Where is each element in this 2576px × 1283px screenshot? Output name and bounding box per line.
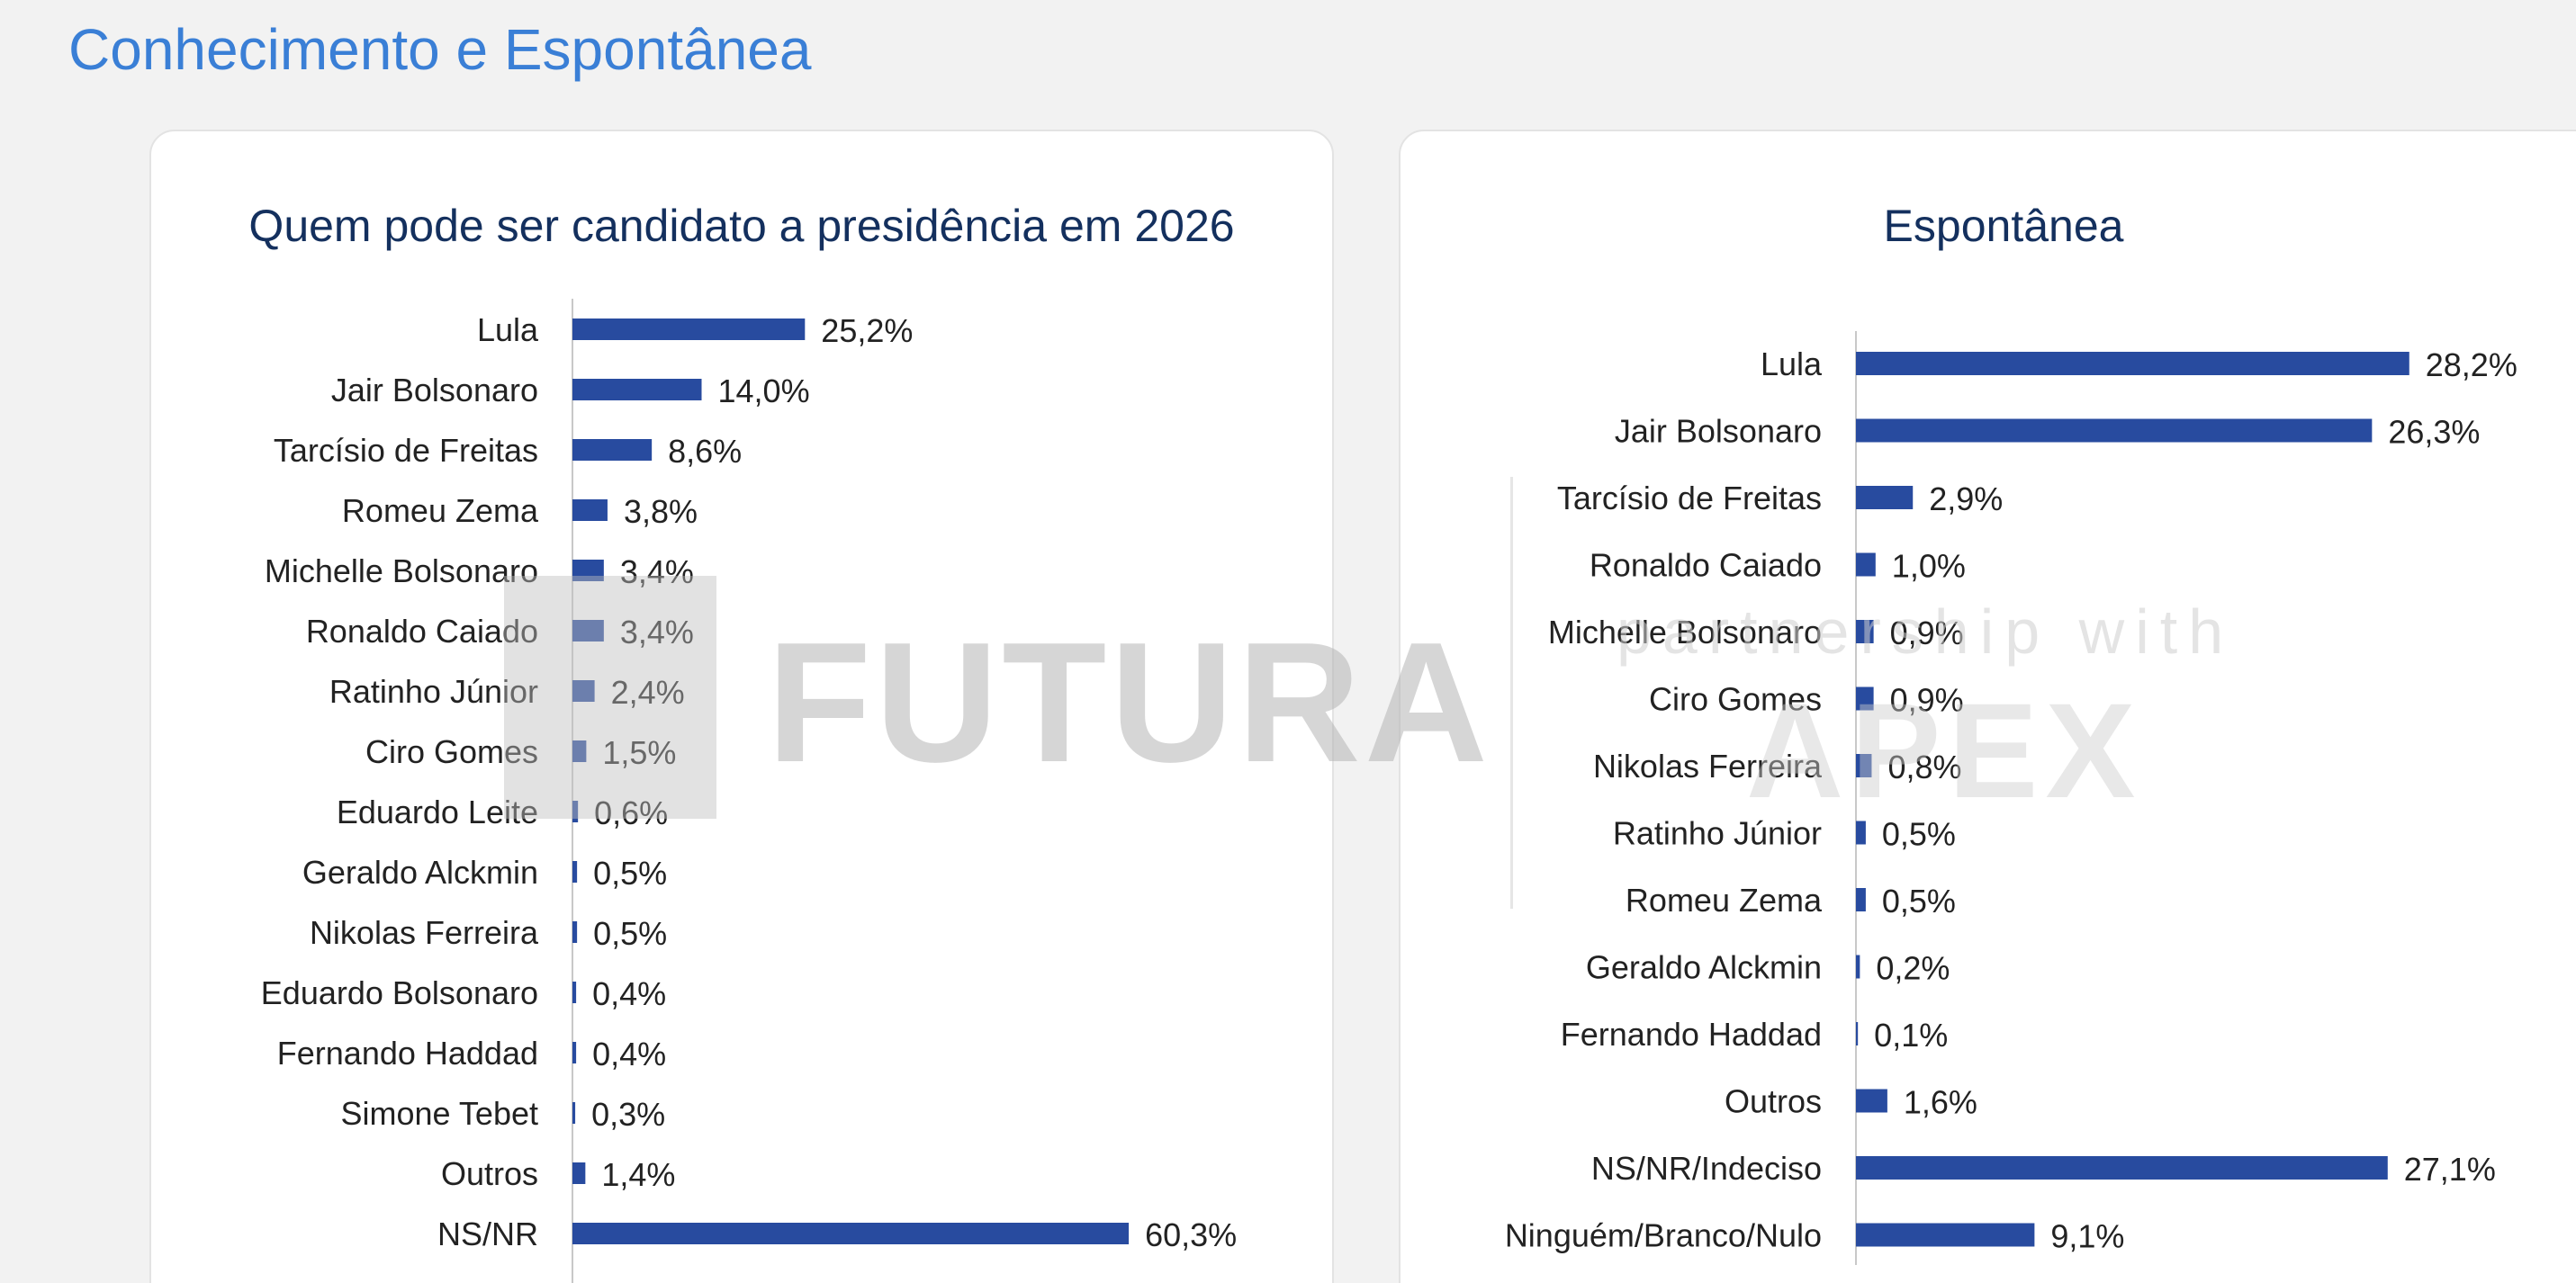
bar — [1856, 620, 1874, 643]
category-label: Fernando Haddad — [1561, 1016, 1822, 1053]
data-label: 2,9% — [1929, 480, 2003, 517]
data-label: 26,3% — [2388, 414, 2480, 451]
category-label: Jair Bolsonaro — [1615, 413, 1822, 450]
bar — [1856, 754, 1872, 777]
category-label: Nikolas Ferreira — [310, 914, 539, 951]
data-label: 2,4% — [611, 674, 685, 711]
category-label: Ronaldo Caiado — [306, 613, 538, 650]
bar — [572, 560, 604, 581]
data-label: 0,9% — [1890, 682, 1964, 719]
bar — [572, 740, 587, 762]
bar — [572, 439, 653, 461]
chart-card-candidates: Quem pode ser candidato a presidência em… — [149, 130, 1334, 1283]
data-label: 1,5% — [602, 734, 676, 771]
bar — [1856, 552, 1876, 577]
bar — [1856, 486, 1914, 509]
category-label: Outros — [441, 1155, 538, 1192]
chart-card-spontaneous: Espontânea Lula 28,2% Jair Bolsonaro 26,3% T… — [1399, 130, 2576, 1283]
data-label: 1,4% — [601, 1156, 675, 1193]
category-label: Lula — [1761, 345, 1823, 382]
bar — [572, 379, 702, 400]
bar — [1856, 1156, 2388, 1180]
data-label: 0,5% — [1882, 883, 1956, 920]
data-label: 1,0% — [1892, 548, 1966, 585]
bar — [1856, 1022, 1859, 1045]
bar — [572, 620, 604, 642]
bar — [572, 1223, 1130, 1244]
data-label: 8,6% — [668, 433, 742, 470]
data-label: 0,1% — [1874, 1017, 1948, 1054]
data-label: 0,2% — [1876, 950, 1950, 987]
data-label: 0,5% — [593, 855, 667, 892]
category-label: Outros — [1725, 1083, 1822, 1120]
category-label: Tarcísio de Freitas — [1557, 480, 1822, 516]
data-label: 3,4% — [620, 614, 694, 650]
bar — [572, 319, 806, 340]
bar — [572, 680, 595, 702]
category-label: Ninguém/Branco/Nulo — [1505, 1217, 1822, 1254]
bar — [1856, 352, 2409, 375]
category-label: Ronaldo Caiado — [1590, 547, 1822, 584]
category-label: Ciro Gomes — [365, 733, 538, 770]
category-label: Tarcísio de Freitas — [274, 432, 538, 469]
bar — [1856, 686, 1874, 711]
data-label: 28,2% — [2426, 346, 2517, 383]
category-label: Michelle Bolsonaro — [265, 552, 538, 589]
data-label: 3,4% — [620, 553, 694, 590]
category-label: Eduardo Bolsonaro — [261, 974, 538, 1011]
data-label: 1,6% — [1904, 1084, 1977, 1121]
category-label: Ratinho Júnior — [329, 673, 538, 710]
data-label: 60,3% — [1145, 1216, 1237, 1253]
category-label: Romeu Zema — [1626, 882, 1823, 919]
bar — [1856, 821, 1866, 845]
category-label: Ciro Gomes — [1649, 681, 1822, 718]
data-label: 0,6% — [594, 794, 668, 831]
category-label: Michelle Bolsonaro — [1548, 614, 1822, 650]
category-label: Ratinho Júnior — [1613, 815, 1822, 852]
data-label: 14,0% — [718, 372, 810, 409]
page-title: Conhecimento e Espontânea — [68, 17, 812, 82]
bar — [1856, 955, 1860, 979]
bar — [572, 499, 608, 521]
category-label: Fernando Haddad — [277, 1035, 538, 1072]
bar-chart-spontaneous: Lula 28,2% Jair Bolsonaro 26,3% Tarcísio de … — [1505, 331, 2517, 1265]
data-label: 9,1% — [2050, 1218, 2124, 1255]
data-label: 3,8% — [624, 493, 698, 530]
bar — [572, 801, 579, 822]
data-label: 0,5% — [1882, 816, 1956, 853]
bar — [572, 1042, 577, 1063]
data-label: 27,1% — [2404, 1151, 2496, 1188]
bar — [572, 861, 578, 883]
category-label: Romeu Zema — [342, 492, 539, 529]
category-label: NS/NR/Indeciso — [1591, 1150, 1822, 1187]
data-label: 0,5% — [593, 915, 667, 952]
data-label: 0,8% — [1887, 749, 1961, 785]
bar — [572, 921, 578, 943]
bar — [1856, 418, 2373, 443]
category-label: Geraldo Alckmin — [302, 854, 538, 891]
data-label: 0,4% — [592, 975, 666, 1012]
category-label: Eduardo Leite — [337, 794, 538, 830]
data-label: 0,4% — [592, 1036, 666, 1072]
bar-chart-candidates: Lula 25,2% Jair Bolsonaro 14,0% Tarcísio de … — [261, 299, 1237, 1283]
chart-title-candidates: Quem pode ser candidato a presidência em… — [248, 201, 1235, 251]
category-label: Simone Tebet — [341, 1095, 538, 1132]
bar — [1856, 1223, 2035, 1247]
bar — [1856, 1089, 1887, 1113]
chart-title-spontaneous: Espontânea — [1883, 201, 2124, 251]
bar — [572, 982, 577, 1003]
category-label: Jair Bolsonaro — [331, 372, 538, 408]
data-label: 0,9% — [1890, 615, 1964, 651]
bar — [572, 1102, 576, 1124]
bar — [1856, 888, 1866, 911]
category-label: NS/NR — [437, 1216, 538, 1252]
data-label: 25,2% — [821, 312, 913, 349]
category-label: Geraldo Alckmin — [1586, 949, 1822, 986]
data-label: 0,3% — [591, 1096, 665, 1133]
category-label: Nikolas Ferreira — [1593, 748, 1823, 785]
bar — [572, 1162, 586, 1184]
category-label: Lula — [477, 311, 539, 348]
